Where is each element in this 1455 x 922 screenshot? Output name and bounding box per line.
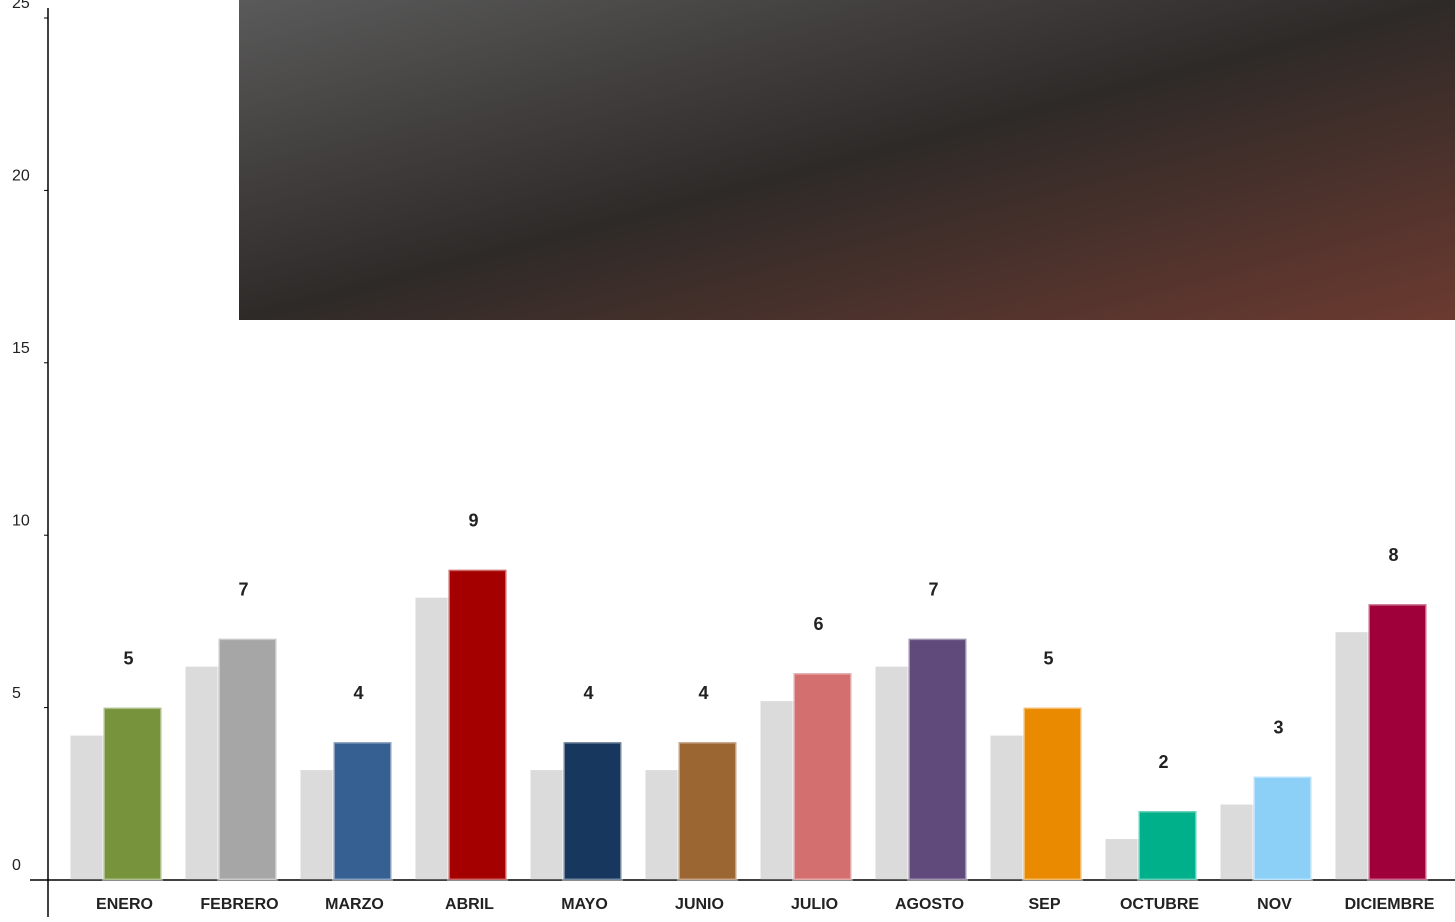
x-tick-label: ENERO [96, 896, 153, 913]
y-tick-label: 25 [12, 0, 30, 12]
y-tick-label: 15 [12, 340, 30, 357]
bar [332, 740, 393, 882]
value-label: 8 [1388, 545, 1398, 565]
x-tick-label: NOV [1257, 896, 1292, 913]
photo [239, 0, 1455, 320]
value-label: 7 [238, 579, 248, 599]
bar [1137, 809, 1198, 882]
bar [792, 671, 853, 882]
x-tick-label: OCTUBRE [1120, 896, 1199, 913]
bar [1367, 602, 1428, 882]
x-tick-label: DICIEMBRE [1345, 896, 1435, 913]
value-label: 5 [123, 648, 133, 668]
y-tick-label: 10 [12, 512, 30, 529]
x-tick-label: JULIO [791, 896, 838, 913]
x-tick-label: AGOSTO [895, 896, 964, 913]
value-label: 3 [1273, 717, 1283, 737]
bar [907, 637, 968, 882]
x-tick-label: MARZO [325, 896, 384, 913]
value-label: 4 [583, 683, 593, 703]
bar [447, 568, 508, 882]
x-tick-label: FEBRERO [200, 896, 278, 913]
bar [217, 637, 278, 882]
bar [102, 706, 163, 882]
bar [1252, 775, 1313, 882]
x-tick-label: MAYO [561, 896, 608, 913]
x-tick-label: ABRIL [445, 896, 494, 913]
value-label: 6 [813, 614, 823, 634]
value-label: 5 [1043, 648, 1053, 668]
x-tick-label: SEP [1028, 896, 1060, 913]
bar [562, 740, 623, 882]
value-label: 2 [1158, 752, 1168, 772]
bar [677, 740, 738, 882]
y-tick-label: 0 [12, 857, 21, 874]
x-tick-label: JUNIO [675, 896, 724, 913]
bar [1022, 706, 1083, 882]
y-tick-label: 5 [12, 685, 21, 702]
value-label: 4 [353, 683, 363, 703]
value-label: 9 [468, 510, 478, 530]
value-label: 7 [928, 579, 938, 599]
value-label: 4 [698, 683, 708, 703]
y-tick-label: 20 [12, 168, 30, 185]
